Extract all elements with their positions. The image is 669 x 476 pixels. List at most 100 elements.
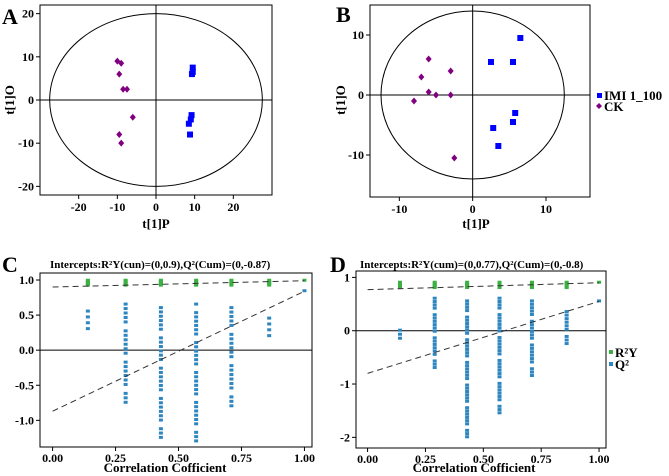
panel-d-q2-point xyxy=(465,360,470,364)
panel-d-q2-point xyxy=(432,319,437,323)
panel-d-r2y-point xyxy=(597,280,602,284)
panel-d-q2-point xyxy=(529,306,534,310)
panel-b-xtick-label: 10 xyxy=(540,202,552,216)
panel-c-q2-point xyxy=(194,362,199,366)
panel-d-q2-point xyxy=(564,320,569,324)
panel-b-xtick-label: 0 xyxy=(470,202,476,216)
panel-c-q2-point xyxy=(194,439,199,443)
panel-a-confidence-ellipse xyxy=(49,13,263,187)
panel-c-q2-point xyxy=(229,306,234,310)
panel-d-q2-point xyxy=(529,333,534,337)
panel-a-ytick-label: -20 xyxy=(18,179,34,193)
panel-d-q2-point xyxy=(465,393,470,397)
panel-d-q2-point xyxy=(432,339,437,343)
panel-c-q2-point xyxy=(194,405,199,409)
panel-d-q2-point xyxy=(564,310,569,314)
panel-d-q2-point xyxy=(465,331,470,335)
panel-d-q2-point xyxy=(497,404,502,408)
panel-c-q2-point xyxy=(229,315,234,319)
panel-d-q2-point xyxy=(465,396,470,400)
panel-c-q2-point xyxy=(229,332,234,336)
panel-c-q2-point xyxy=(194,319,199,323)
panel-c-q2-point xyxy=(123,351,128,355)
panel-a-imi-point xyxy=(187,116,194,123)
panel-d-q2-point xyxy=(432,326,437,330)
panel-c-q2-point xyxy=(194,341,199,345)
panel-d-q2-point xyxy=(432,346,437,350)
panel-d-q2-point xyxy=(432,296,437,300)
panel-d-q2-point xyxy=(432,366,437,370)
panel-a-ytick-label: 20 xyxy=(22,7,34,21)
panel-d-q2-point xyxy=(497,411,502,415)
panel-a-ck-point xyxy=(116,70,123,78)
panel-c-q2-point xyxy=(194,388,199,392)
panel-d-q2-point xyxy=(465,390,470,394)
panel-c-q2-point xyxy=(229,386,234,390)
panel-a-ck-point xyxy=(118,139,125,147)
panel-d-r2y-point xyxy=(397,280,402,284)
panel-c-q2-point xyxy=(194,422,199,426)
panel-c-q2-point xyxy=(158,383,163,387)
panel-c-q2-point xyxy=(267,334,272,338)
panel-c-q2-point xyxy=(158,379,163,383)
panel-c-q2-point xyxy=(229,404,234,408)
panel-d-r2y-point xyxy=(432,280,437,284)
panel-d-ytick-label: 1 xyxy=(344,270,350,284)
panel-b-xtick-label: -10 xyxy=(391,202,407,216)
panel-b-frame xyxy=(369,4,591,198)
panel-c-q2-point xyxy=(123,307,128,311)
panel-d-q2-point xyxy=(432,349,437,353)
panel-c-q2-point xyxy=(123,365,128,369)
panel-d-q2-point xyxy=(564,324,569,328)
panel-c-q2-point xyxy=(194,418,199,422)
panel-d-q2-point xyxy=(564,334,569,338)
panel-d-r2y-point xyxy=(529,280,534,284)
panel-c-q2-point xyxy=(123,333,128,337)
panel-d-q2-point xyxy=(465,377,470,381)
panel-d-q2-point xyxy=(497,398,502,402)
panel-c-q2-point xyxy=(194,370,199,374)
panel-c-xtick-label: 0.00 xyxy=(42,451,63,465)
panel-d-q2-point xyxy=(465,322,470,326)
panel-d-q2-point xyxy=(397,336,402,340)
panel-a-ck-point xyxy=(124,85,130,93)
panel-d-q2-point xyxy=(497,306,502,310)
panel-c-q2-point xyxy=(194,315,199,319)
panel-d-q2-point xyxy=(529,312,534,316)
panel-a-xtick-label: -20 xyxy=(71,200,87,214)
panel-c-q2-point xyxy=(158,414,163,418)
panel-b-ck-point xyxy=(418,73,425,81)
panel-c-q2-point xyxy=(158,418,163,422)
panel-a-ytick-label: -10 xyxy=(18,136,34,150)
panel-d-frame xyxy=(355,270,607,449)
panel-d-q2-point xyxy=(497,349,502,353)
panel-c-q2-point xyxy=(158,310,163,314)
panel-c-xtick-label: 0.25 xyxy=(105,451,126,465)
panel-d-q2-point xyxy=(529,299,534,303)
panel-c-frame xyxy=(39,272,313,448)
panel-c-q2-point xyxy=(123,369,128,373)
panel-d-q2-regression-line xyxy=(367,300,600,374)
panel-a-xtick-label: -10 xyxy=(109,200,125,214)
panel-a-ck-point xyxy=(120,85,127,93)
panel-d-q2-point xyxy=(432,316,437,320)
panel-b-imi-point xyxy=(510,59,516,65)
panel-c-r2y-point xyxy=(194,278,199,282)
panel-d-r2y-regression-line xyxy=(367,282,600,291)
panel-a-score-plot: -20 -10 0 10 20 20 10 0 -10 -20 t[1]P t[1]O xyxy=(2,4,273,231)
panel-d-q2-point xyxy=(497,388,502,392)
panel-b-imi-point xyxy=(510,119,516,125)
panel-c-q2-point xyxy=(194,375,199,379)
panel-d-q2-point xyxy=(497,326,502,330)
panel-c-q2-point xyxy=(229,350,234,354)
panel-d-q2-point xyxy=(529,329,534,333)
panel-d-q2-point xyxy=(465,344,470,348)
panel-c-q2-point xyxy=(194,430,199,434)
panel-d-q2-point xyxy=(497,329,502,333)
panel-d-q2-point xyxy=(465,338,470,342)
panel-d-q2-point xyxy=(497,375,502,379)
panel-b-imi-point xyxy=(490,125,497,131)
panel-c-q2-point xyxy=(229,346,234,350)
panel-d-q2-point xyxy=(465,328,470,332)
panel-d-q2-point xyxy=(529,370,534,374)
